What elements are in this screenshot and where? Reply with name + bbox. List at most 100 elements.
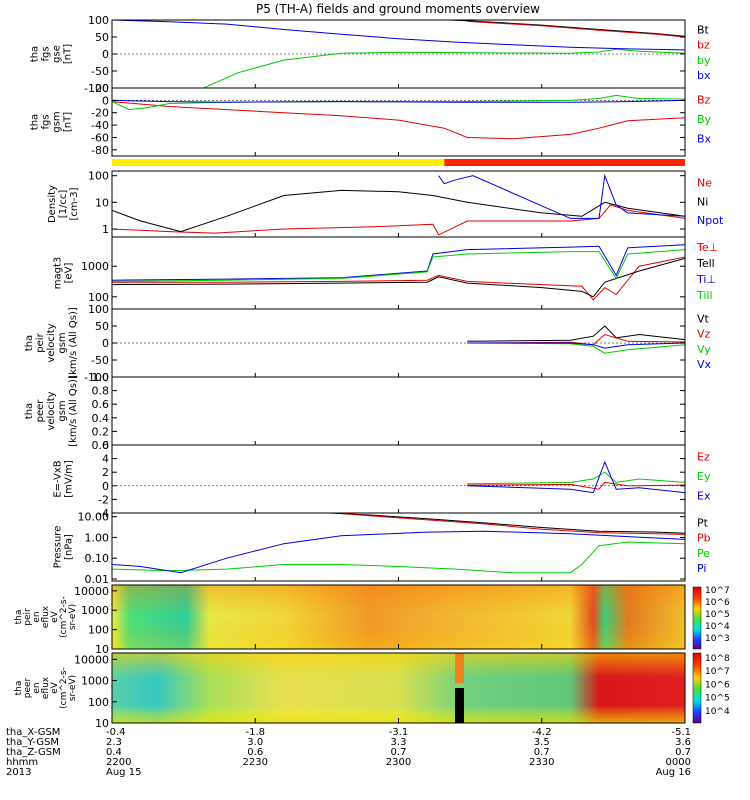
legend-temperature-Te⊥: Te⊥ [696, 241, 718, 254]
panel-fgs_gsm_nt-ytick-label-5: -80 [91, 144, 109, 157]
spec-peir_eflux-ytick-label-0: 10000 [74, 585, 109, 598]
spec-peer_eflux-colorbar-label-3: 10^5 [705, 694, 730, 704]
legend-peir_velocity-Vt: Vt [697, 313, 710, 326]
panel-peir_velocity-ytick-label-1: 50 [95, 320, 109, 333]
spec-peer_eflux-ylabel-6: sr-eV) [68, 675, 78, 701]
xaxis-row-3-value-0: 2200 [106, 757, 131, 768]
panel-peer_velocity-frame [111, 376, 686, 446]
xaxis-row-0-value-3: -4.2 [532, 727, 552, 738]
panel-pressure-ytick-label-1: 1.00 [85, 531, 110, 544]
panel-temperature-plot [112, 244, 685, 301]
legend-pressure-Pt: Pt [697, 517, 709, 530]
panel-peer_velocity-ylabel-0: tha [24, 403, 35, 419]
panel-peir_velocity-ytick-label-0: 100 [88, 303, 109, 316]
xaxis-row-2-value-3: 0.7 [534, 747, 550, 758]
frame-layer [111, 19, 686, 724]
spectrogram-layer [112, 585, 702, 724]
peir-colorbar [692, 586, 702, 650]
panel-density-ytick-label-2: 1 [102, 223, 109, 236]
panel-peer_velocity-ytick-label-2: 0.6 [92, 398, 110, 411]
series-efield-Ez [467, 481, 685, 490]
panel-efield-ylabel-1: [mV/m] [64, 460, 75, 498]
panel-temperature-ylabel-0: magt3 [53, 257, 64, 290]
panel-efield-ytick-label-2: 2 [102, 466, 109, 479]
panel-efield-frame [111, 444, 686, 514]
xaxis-row-4-value-0: Aug 15 [106, 767, 141, 778]
peer-colorbar [692, 652, 702, 724]
panel-pressure-ylabel-1: [nPa] [64, 534, 75, 560]
panel-density-ylabel-0: Density [47, 185, 58, 223]
peer-spectrogram-shading [112, 653, 685, 723]
legend-peir_velocity-Vz: Vz [697, 328, 711, 341]
panel-fgs_gsm_nt-ytick-label-0: 20 [95, 82, 109, 95]
panel-fgs_gse-ytick-label-4: -100 [84, 82, 109, 95]
panel-fgs_gse-ylabel-3: [nT] [63, 44, 74, 64]
series-pressure-Pb [341, 513, 685, 535]
panel-peer_velocity-ylabel-3: gsm [57, 400, 68, 421]
peir-spectrogram-shading [112, 585, 685, 649]
legend-efield-Ex: Ex [697, 490, 711, 503]
panel-fgs_gsm_nt-ytick-label-4: -60 [91, 131, 109, 144]
xaxis-row-4-value-4: Aug 16 [656, 767, 691, 778]
panel-peer_velocity-ytick-label-5: 0.0 [92, 439, 110, 452]
spec-peir_eflux-colorbar-label-4: 10^3 [705, 634, 730, 644]
panel-efield-ytick-label-3: 0 [102, 480, 109, 493]
legend-density-Npot: Npot [697, 214, 724, 227]
panel-efield-ytick-label-5: -4 [98, 507, 109, 520]
series-fgs_gse-Bt [436, 20, 685, 37]
series-temperature-Tell [112, 257, 685, 298]
series-peir_velocity-Vz [467, 333, 685, 346]
xaxis-row-0-value-1: -1.8 [245, 727, 265, 738]
legend-fgs_gsm_nt-Bz: Bz [697, 94, 711, 107]
xaxis-row-0-value-2: -3.1 [389, 727, 409, 738]
mode-bar-segment-1 [444, 159, 685, 166]
series-peir_velocity-Vt [467, 325, 685, 342]
panel-pressure-ylabel-0: Pressure [53, 526, 64, 569]
spec-peer_eflux-colorbar-label-4: 10^4 [705, 707, 730, 717]
spec-peer_eflux-ylabel-5: (cm^2-s- [59, 667, 69, 709]
panel-peir_velocity-ylabel-1: peir [35, 332, 46, 352]
chart-title: P5 (TH-A) fields and ground moments over… [256, 2, 540, 16]
panel-efield-ytick-label-1: 4 [102, 453, 109, 466]
legend-density-Ne: Ne [697, 176, 712, 189]
xaxis-row-0-value-4: -5.1 [671, 727, 691, 738]
panel-peer_velocity-ylabel-2: velocity [46, 391, 57, 430]
series-temperature-Ti⊥ [112, 244, 685, 281]
panel-fgs_gsm_nt-plot [112, 94, 685, 140]
legend-fgs_gse-bx: bx [697, 69, 711, 82]
panel-fgs_gse-ylabel-2: gse [52, 45, 63, 63]
legend-pressure-Pe: Pe [697, 547, 710, 560]
spec-peer_eflux-colorbar-label-0: 10^8 [705, 654, 730, 664]
series-temperature-Till [112, 249, 685, 282]
panel-density-frame [111, 170, 686, 238]
spec-peir_eflux-ylabel-2: en [32, 611, 42, 622]
panel-efield-ytick-label-0: 6 [102, 439, 109, 452]
xaxis-row-3-value-3: 2330 [529, 757, 554, 768]
spec-peer_eflux-ytick-label-3: 10 [95, 717, 109, 730]
spec-peer_eflux-ylabel-1: peer [23, 677, 33, 698]
panel-fgs_gsm_nt-ytick-label-1: 0 [102, 94, 109, 107]
panel-temperature-ytick-label-1: 100 [88, 291, 109, 304]
panel-fgs_gse-ytick-label-2: 0 [102, 48, 109, 61]
panel-temperature-ylabel-1: [eV] [64, 263, 75, 284]
legend-fgs_gse-by: by [697, 54, 711, 67]
legend-fgs_gse-bz: bz [697, 39, 710, 52]
xaxis-row-2-value-1: 0.6 [247, 747, 263, 758]
legend-peir_velocity-Vy: Vy [697, 343, 711, 356]
spec-peir_eflux-ylabel-1: peir [23, 608, 33, 626]
legend-pressure-Pb: Pb [697, 532, 711, 545]
series-fgs_gsm_nt-Bx [112, 99, 685, 103]
panel-efield-plot [112, 460, 685, 494]
panel-density-plot [112, 173, 685, 236]
legend-efield-Ez: Ez [697, 451, 710, 464]
spec-peer_eflux-ylabel-3: eflux [41, 676, 51, 699]
series-temperature-Te⊥ [112, 256, 685, 301]
panel-fgs_gsm_nt-ylabel-3: [nT] [63, 112, 74, 132]
panel-fgs_gsm_nt-ylabel-1: fgs [41, 114, 52, 129]
spec-peer_eflux-colorbar-label-1: 10^7 [705, 667, 730, 677]
panel-fgs_gsm_nt-ylabel-0: tha [30, 114, 41, 130]
panel-peer_velocity-ylabel-1: peer [35, 399, 46, 423]
panel-pressure-ytick-label-3: 0.01 [85, 573, 110, 586]
panel-density-ylabel-1: [1/cc] [58, 190, 69, 219]
spec-peer_eflux-ytick-label-0: 10000 [74, 653, 109, 666]
